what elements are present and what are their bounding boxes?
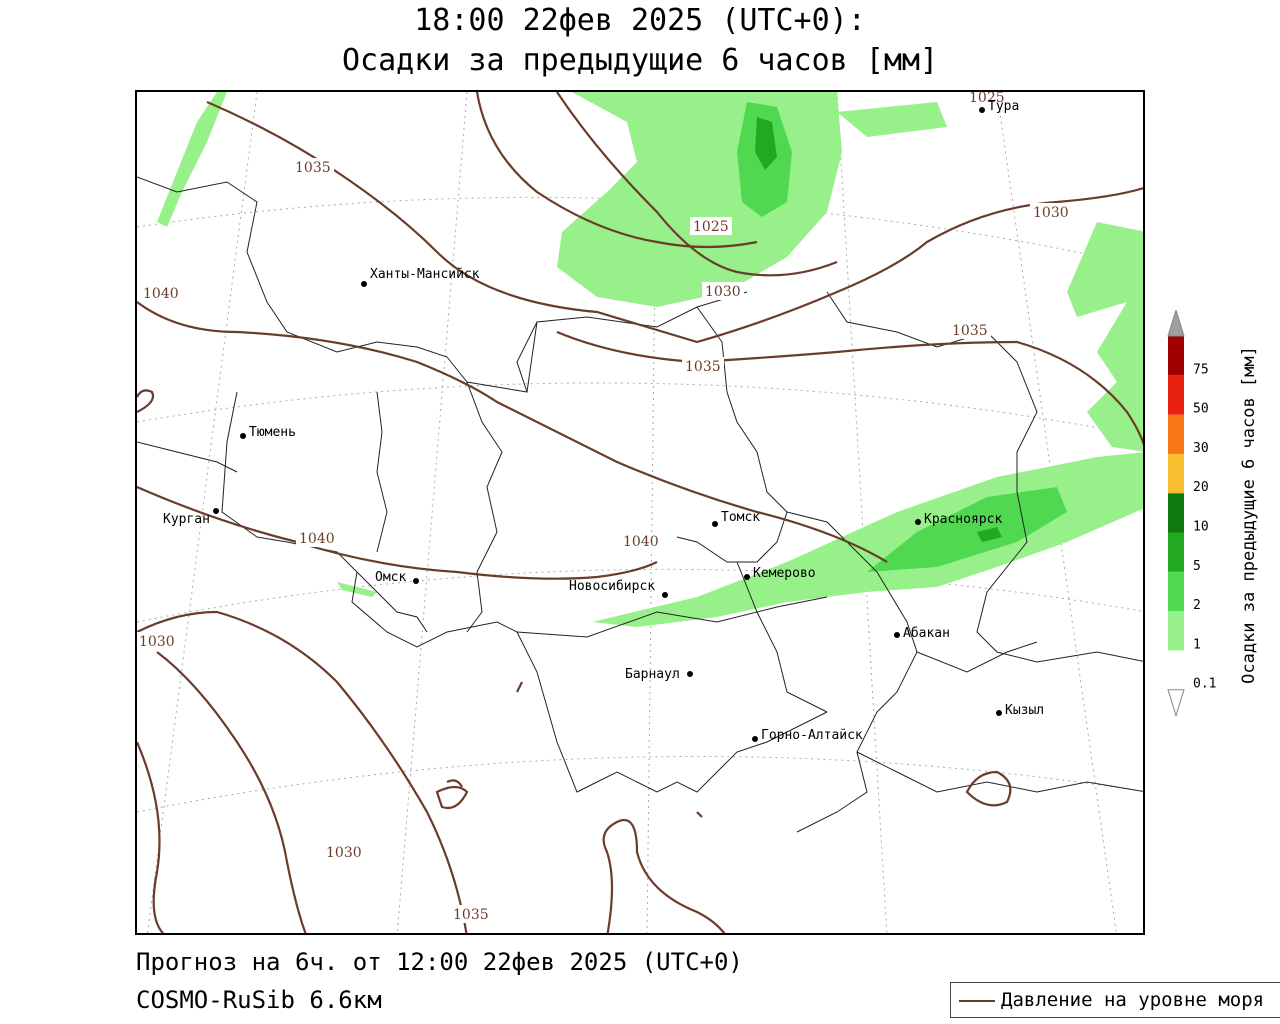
city-marker — [213, 508, 219, 514]
isobar-label: 1030 — [705, 284, 741, 300]
precipitation-colorbar: 0.1 1 2 5 10 20 30 50 75 Осадки за предыдущие 6 … — [1160, 308, 1280, 720]
colorbar-level-label: 20 — [1193, 480, 1209, 495]
city-label-kemerovo: Кемерово — [753, 566, 816, 581]
colorbar-swatch — [1168, 532, 1184, 572]
isobar-label: 1030 — [139, 634, 175, 650]
precip-east — [1067, 222, 1143, 452]
city-marker — [240, 433, 246, 439]
city-marker — [361, 281, 367, 287]
map-canvas: 1035 1025 1025 1030 1040 1030 1035 1035 … — [137, 92, 1143, 933]
precip-west — [157, 92, 227, 227]
map-subtitle: Осадки за предыдущие 6 часов [мм] — [341, 43, 939, 78]
colorbar-level-label: 30 — [1193, 441, 1209, 456]
weather-map: 1035 1025 1025 1030 1040 1030 1035 1035 … — [135, 90, 1145, 935]
isobar-label: 1040 — [623, 534, 659, 550]
isobar-label: 1025 — [693, 219, 729, 235]
cities: Тура Ханты-Мансийск Тюмень Курган Омск Н… — [163, 99, 1044, 743]
map-title: 18:00 22фев 2025 (UTC+0): — [414, 3, 866, 38]
city-label-abakan: Абакан — [903, 626, 950, 641]
colorbar-level-label: 1 — [1193, 637, 1201, 652]
precip-north-east — [837, 102, 947, 137]
city-marker — [662, 592, 668, 598]
city-label-tomsk: Томск — [721, 510, 760, 525]
city-marker — [915, 519, 921, 525]
colorbar-canvas: 0.1 1 2 5 10 20 30 50 75 Осадки за предыдущие 6 … — [1167, 308, 1259, 718]
colorbar-title: Осадки за предыдущие 6 часов [мм] — [1239, 346, 1259, 684]
city-label-kyzyl: Кызыл — [1005, 703, 1044, 718]
colorbar-level-label: 10 — [1193, 520, 1209, 535]
city-marker — [744, 574, 750, 580]
colorbar-swatch — [1168, 414, 1184, 454]
city-marker — [894, 632, 900, 638]
city-label-gorno-altaysk: Горно-Алтайск — [761, 728, 863, 743]
city-label-omsk: Омск — [375, 570, 406, 585]
city-label-khanty-mansiysk: Ханты-Мансийск — [370, 267, 480, 282]
isobars — [137, 92, 1143, 933]
precip-north — [557, 92, 842, 307]
colorbar-level-label: 2 — [1193, 598, 1201, 613]
isobar-label: 1030 — [326, 845, 362, 861]
precip-omsk — [337, 582, 377, 597]
colorbar-swatch — [1168, 571, 1184, 612]
isobar-label: 1040 — [299, 531, 335, 547]
precip-band-2mm — [867, 487, 1067, 572]
isobar-label: 1035 — [295, 160, 331, 176]
city-label-kurgan: Курган — [163, 512, 210, 527]
colorbar-swatch-min — [1167, 689, 1185, 718]
colorbar-swatch-max — [1167, 308, 1185, 337]
colorbar-swatch — [1168, 493, 1184, 533]
isobar-label: 1030 — [1033, 205, 1069, 221]
isobar-labels: 1035 1025 1025 1030 1040 1030 1035 1035 … — [137, 92, 1072, 923]
colorbar-swatch — [1168, 375, 1184, 415]
model-name: COSMO-RuSib 6.6км — [136, 986, 382, 1014]
isobar-label: 1035 — [453, 907, 489, 923]
city-marker — [996, 710, 1002, 716]
colorbar-swatch — [1168, 611, 1184, 651]
isobar-label: 1040 — [143, 286, 179, 302]
isobar-label: 1025 — [969, 92, 1005, 106]
city-label-tura: Тура — [988, 99, 1019, 114]
colorbar-swatch — [1168, 336, 1184, 376]
city-label-barnaul: Барнаул — [625, 667, 680, 682]
colorbar-level-label: 0.1 — [1193, 677, 1216, 692]
precipitation-areas — [157, 92, 1143, 627]
precip-north-5mm — [755, 117, 777, 170]
isobar-label: 1035 — [685, 359, 721, 375]
pressure-legend: Давление на уровне моря — [950, 982, 1280, 1018]
city-marker — [687, 671, 693, 677]
colorbar-swatch — [1168, 453, 1184, 494]
city-label-tyumen: Тюмень — [249, 425, 296, 440]
colorbar-level-label: 50 — [1193, 402, 1209, 417]
city-label-krasnoyarsk: Красноярск — [924, 512, 1002, 527]
colorbar-level-label: 75 — [1193, 362, 1209, 377]
pressure-line-swatch — [959, 1000, 995, 1002]
city-label-novosibirsk: Новосибирск — [569, 579, 655, 594]
colorbar-level-label: 5 — [1193, 559, 1201, 574]
pressure-legend-label: Давление на уровне моря — [1001, 989, 1265, 1011]
isobar-label: 1035 — [952, 323, 988, 339]
precip-band — [592, 452, 1143, 627]
forecast-info: Прогноз на 6ч. от 12:00 22фев 2025 (UTC+… — [136, 948, 743, 976]
city-marker — [712, 521, 718, 527]
precip-band-5mm — [977, 527, 1002, 542]
city-marker — [979, 107, 985, 113]
city-marker — [413, 578, 419, 584]
city-marker — [752, 736, 758, 742]
